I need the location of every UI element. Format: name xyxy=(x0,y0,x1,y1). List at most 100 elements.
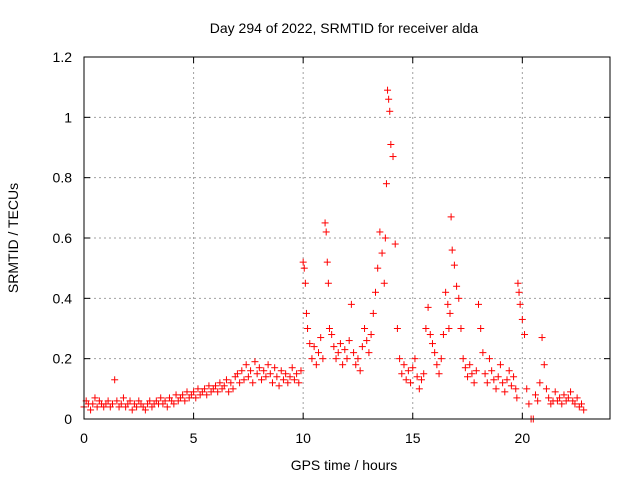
data-point xyxy=(322,228,330,236)
data-point xyxy=(273,373,281,381)
data-point xyxy=(512,385,520,393)
data-point xyxy=(446,309,454,317)
y-tick-label: 0.6 xyxy=(53,230,73,246)
data-point xyxy=(330,343,338,351)
data-point xyxy=(345,337,353,345)
data-point xyxy=(503,376,511,384)
data-point xyxy=(119,394,127,402)
data-point xyxy=(317,334,325,342)
x-tick-label: 15 xyxy=(405,430,421,446)
data-point xyxy=(87,406,95,414)
data-point xyxy=(448,246,456,254)
data-point xyxy=(216,379,224,387)
data-point xyxy=(538,334,546,342)
data-point xyxy=(133,403,141,411)
data-point xyxy=(396,355,404,363)
data-point xyxy=(264,361,272,369)
data-point xyxy=(312,361,320,369)
data-point xyxy=(203,391,211,399)
data-point xyxy=(447,213,455,221)
data-point xyxy=(225,388,233,396)
data-point xyxy=(455,294,463,302)
data-point xyxy=(439,331,447,339)
data-point xyxy=(279,376,287,384)
data-point xyxy=(391,240,399,248)
data-point xyxy=(163,403,171,411)
data-point xyxy=(286,373,294,381)
x-tick-label: 0 xyxy=(80,430,88,446)
data-point xyxy=(258,376,266,384)
data-point xyxy=(212,382,219,390)
data-point xyxy=(567,388,575,396)
data-point xyxy=(420,370,428,378)
data-point xyxy=(117,400,125,408)
data-point xyxy=(297,367,305,375)
data-point xyxy=(556,394,564,402)
data-point xyxy=(271,364,279,372)
data-point xyxy=(376,228,384,236)
data-point xyxy=(229,385,237,393)
data-point xyxy=(424,303,432,311)
data-point xyxy=(242,361,250,369)
data-point xyxy=(516,300,524,308)
data-point xyxy=(214,388,222,396)
y-tick-label: 0.2 xyxy=(53,351,73,367)
data-point xyxy=(282,370,290,378)
data-point xyxy=(496,361,504,369)
data-point xyxy=(93,403,101,411)
data-point xyxy=(459,355,467,363)
data-point xyxy=(347,300,355,308)
data-point xyxy=(402,376,410,384)
y-axis-label: SRMTID / TECUs xyxy=(5,183,21,293)
data-point xyxy=(334,349,342,357)
data-point xyxy=(275,382,283,390)
data-point xyxy=(515,288,523,296)
data-point xyxy=(361,325,369,332)
data-point xyxy=(488,367,496,375)
data-point xyxy=(413,373,421,381)
data-point xyxy=(380,279,388,287)
data-point xyxy=(404,367,412,375)
data-point xyxy=(542,385,550,393)
y-tick-label: 1 xyxy=(64,109,72,125)
x-tick-label: 20 xyxy=(515,430,531,446)
data-point xyxy=(315,349,323,357)
data-point xyxy=(472,367,480,375)
data-point xyxy=(573,394,581,402)
x-tick-label: 5 xyxy=(190,430,198,446)
data-point xyxy=(558,400,566,408)
data-point xyxy=(339,361,347,369)
data-point xyxy=(293,370,301,378)
data-point xyxy=(407,379,415,387)
data-point xyxy=(89,400,97,408)
data-point xyxy=(328,331,336,339)
data-point xyxy=(371,288,379,296)
data-point xyxy=(325,325,333,332)
y-tick-label: 0.8 xyxy=(53,170,73,186)
y-tick-label: 0 xyxy=(64,411,72,427)
data-point xyxy=(477,325,485,332)
x-axis-label: GPS time / hours xyxy=(291,457,398,473)
axis-ticks: 0 5 10 15 20 0 0.2 0.4 0.6 0.8 1 1.2 xyxy=(53,49,610,446)
data-point xyxy=(514,279,522,287)
data-point xyxy=(321,219,329,227)
data-point xyxy=(222,376,230,384)
data-point xyxy=(332,355,340,363)
data-point xyxy=(301,279,309,287)
data-point xyxy=(531,391,539,399)
data-point xyxy=(205,382,213,390)
data-point xyxy=(580,406,588,414)
data-point xyxy=(343,355,351,363)
data-point xyxy=(255,364,263,372)
data-point xyxy=(381,234,389,242)
data-point xyxy=(374,264,382,272)
data-point xyxy=(442,288,450,296)
data-point xyxy=(385,95,393,103)
data-point xyxy=(306,340,314,348)
data-point xyxy=(310,343,318,351)
data-point xyxy=(540,361,548,369)
data-point xyxy=(324,279,332,287)
data-point xyxy=(560,391,568,399)
data-point xyxy=(534,397,542,405)
data-point xyxy=(422,325,430,332)
